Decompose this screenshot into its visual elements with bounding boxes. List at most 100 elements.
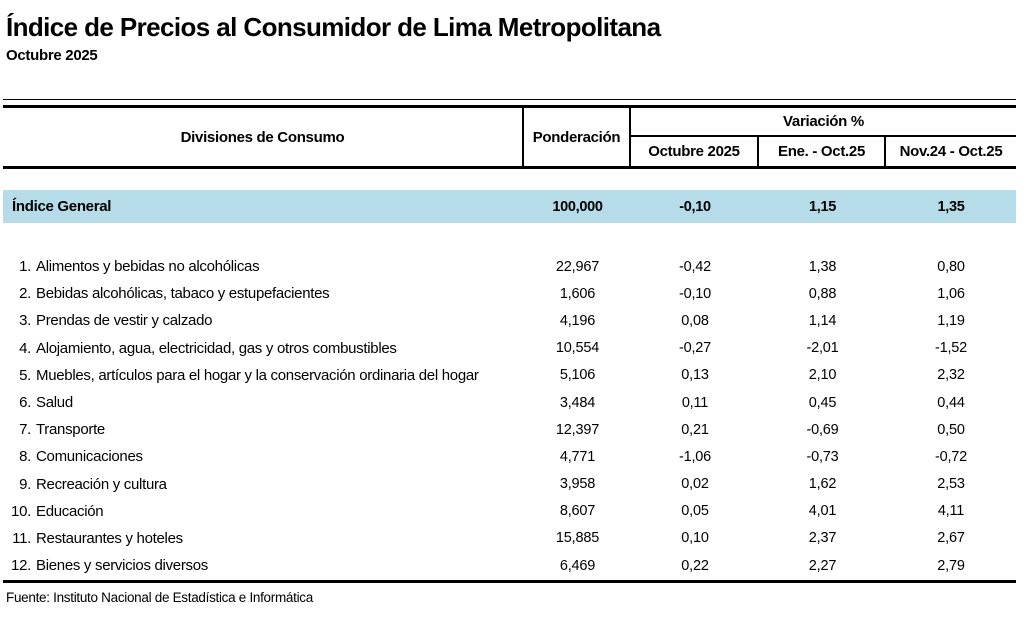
- table-header: Divisiones de Consumo Ponderación Variac…: [3, 108, 1016, 166]
- row-number: 4.: [19, 339, 31, 357]
- row-label: Salud: [36, 394, 73, 412]
- table-bottom-rule: [3, 580, 1016, 584]
- row-var-nov-oct: 0,44: [937, 394, 965, 411]
- row-label: Alojamiento, agua, electricidad, gas y o…: [36, 339, 397, 357]
- row-var-octubre: 0,21: [681, 421, 709, 438]
- column-header-octubre: Octubre 2025: [631, 137, 759, 166]
- row-var-nov-oct: 0,80: [937, 258, 965, 275]
- row-var-octubre: 0,05: [681, 503, 709, 520]
- page-subtitle: Octubre 2025: [6, 47, 98, 64]
- row-label: Prendas de vestir y calzado: [36, 312, 213, 330]
- row-label: Transporte: [36, 421, 105, 439]
- row-var-octubre: 0,02: [681, 476, 709, 493]
- row-ponderacion: 4,771: [559, 448, 596, 465]
- row-number: 3.: [19, 312, 31, 330]
- row-var-nov-oct: 2,32: [937, 367, 965, 384]
- row-ponderacion: 4,196: [559, 312, 596, 329]
- row-label: Alimentos y bebidas no alcohólicas: [36, 258, 260, 276]
- row-var-octubre: -1,06: [678, 448, 712, 465]
- row-number: 1.: [19, 258, 31, 276]
- table-row-9: 9. Recreación y cultura 3,958 0,02 1,62 2…: [3, 471, 1016, 498]
- row-var-ene-oct: 2,10: [808, 367, 837, 384]
- indice-general-octubre: -0,10: [679, 198, 711, 215]
- row-var-nov-oct: 2,67: [937, 530, 965, 547]
- table-row-1: 1. Alimentos y bebidas no alcohólicas 22,…: [3, 253, 1016, 280]
- table-body: 1. Alimentos y bebidas no alcohólicas 22,…: [0, 253, 1024, 579]
- table-row-10: 10. Educación 8,607 0,05 4,01 4,11: [3, 498, 1016, 525]
- row-ponderacion: 15,885: [555, 530, 600, 547]
- indice-general-nov-oct: 1,35: [937, 198, 965, 215]
- row-number: 12.: [11, 557, 31, 575]
- row-ponderacion: 1,606: [559, 285, 596, 302]
- header-bottom-rule: [3, 166, 1016, 169]
- row-label: Restaurantes y hoteles: [36, 529, 183, 547]
- table-top-rule-thin: [3, 99, 1016, 100]
- row-number: 8.: [19, 448, 31, 466]
- column-header-ponderacion: Ponderación: [524, 108, 631, 166]
- row-var-ene-oct: -0,69: [806, 421, 839, 438]
- row-var-ene-oct: -0,73: [806, 448, 839, 465]
- row-var-octubre: -0,10: [678, 285, 712, 302]
- row-var-octubre: 0,22: [681, 557, 709, 574]
- row-var-ene-oct: 0,88: [808, 285, 837, 302]
- row-ponderacion: 8,607: [559, 503, 596, 520]
- row-label: Bienes y servicios diversos: [36, 557, 208, 575]
- row-var-octubre: 0,11: [681, 394, 709, 411]
- row-number: 7.: [19, 421, 31, 439]
- indice-general-ene-oct: 1,15: [808, 198, 837, 215]
- row-number: 11.: [12, 529, 31, 547]
- indice-general-label: Índice General: [12, 198, 112, 215]
- row-var-octubre: 0,13: [681, 367, 709, 384]
- column-header-ene-oct: Ene. - Oct.25: [759, 137, 886, 166]
- row-var-ene-oct: -2,01: [806, 340, 839, 357]
- column-header-divisiones: Divisiones de Consumo: [3, 108, 524, 166]
- table-row-11: 11. Restaurantes y hoteles 15,885 0,10 2,…: [3, 525, 1016, 552]
- table-row-2: 2. Bebidas alcohólicas, tabaco y estupefa…: [3, 280, 1016, 307]
- table-row-12: 12. Bienes y servicios diversos 6,469 0,2…: [3, 552, 1016, 579]
- table-row-6: 6. Salud 3,484 0,11 0,45 0,44: [3, 389, 1016, 416]
- table-row-5: 5. Muebles, artículos para el hogar y la …: [3, 362, 1016, 389]
- row-var-nov-oct: 2,53: [937, 476, 965, 493]
- row-label: Comunicaciones: [36, 448, 143, 466]
- table-row-4: 4. Alojamiento, agua, electricidad, gas y…: [3, 335, 1016, 362]
- page-title: Índice de Precios al Consumidor de Lima …: [6, 12, 661, 42]
- row-var-ene-oct: 1,14: [808, 312, 837, 329]
- row-label: Bebidas alcohólicas, tabaco y estupefaci…: [36, 285, 330, 303]
- table-top-rule-thick: [3, 105, 1016, 108]
- table-row-7: 7. Transporte 12,397 0,21 -0,69 0,50: [3, 416, 1016, 443]
- row-indice-general: Índice General 100,000 -0,10 1,15 1,35: [3, 190, 1016, 223]
- row-label: Recreación y cultura: [36, 475, 167, 493]
- row-number: 6.: [19, 394, 31, 412]
- row-var-nov-oct: -0,72: [934, 448, 968, 465]
- row-var-ene-oct: 0,45: [808, 394, 837, 411]
- row-number: 9.: [19, 475, 31, 493]
- row-ponderacion: 6,469: [559, 557, 596, 574]
- row-var-octubre: 0,10: [681, 530, 709, 547]
- row-var-octubre: -0,42: [678, 258, 712, 275]
- row-var-nov-oct: 2,79: [937, 557, 965, 574]
- row-var-ene-oct: 4,01: [808, 503, 837, 520]
- row-label: Muebles, artículos para el hogar y la co…: [36, 366, 479, 384]
- row-var-ene-oct: 2,37: [808, 530, 837, 547]
- column-header-variacion: Variación %: [631, 108, 1016, 137]
- row-var-ene-oct: 1,38: [808, 258, 837, 275]
- row-var-octubre: -0,27: [678, 340, 712, 357]
- row-ponderacion: 22,967: [555, 258, 600, 275]
- row-var-ene-oct: 1,62: [808, 476, 837, 493]
- table-row-3: 3. Prendas de vestir y calzado 4,196 0,08…: [3, 307, 1016, 334]
- row-var-nov-oct: 0,50: [937, 421, 965, 438]
- table-row-8: 8. Comunicaciones 4,771 -1,06 -0,73 -0,72: [3, 443, 1016, 470]
- row-number: 5.: [19, 366, 31, 384]
- row-var-nov-oct: -1,52: [934, 340, 968, 357]
- indice-general-ponderacion: 100,000: [552, 198, 603, 215]
- row-ponderacion: 12,397: [555, 421, 600, 438]
- column-header-nov-oct: Nov.24 - Oct.25: [899, 143, 1003, 160]
- row-var-ene-oct: 2,27: [808, 557, 837, 574]
- row-ponderacion: 5,106: [559, 367, 596, 384]
- row-number: 10.: [11, 502, 31, 520]
- source-note: Fuente: Instituto Nacional de Estadístic…: [6, 590, 313, 606]
- row-number: 2.: [19, 285, 31, 303]
- row-ponderacion: 10,554: [555, 340, 600, 357]
- row-var-nov-oct: 1,19: [937, 312, 965, 329]
